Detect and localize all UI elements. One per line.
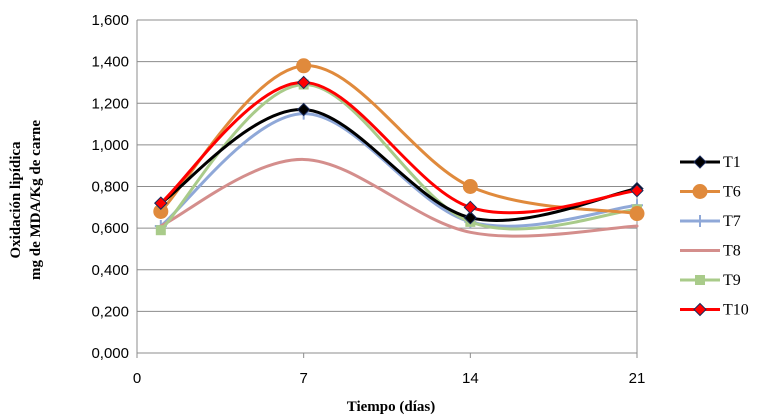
x-tick-labels: 0 7 14 21 <box>133 370 646 387</box>
legend-item-T1: T1 <box>680 154 741 171</box>
legend-label-T10: T10 <box>723 302 749 319</box>
legend-label-T1: T1 <box>723 154 741 171</box>
data-point-T6 <box>462 179 478 194</box>
y-tick-label: 1,200 <box>91 95 129 112</box>
series-lines <box>153 58 645 238</box>
series-T8 <box>159 157 639 238</box>
data-point-T6 <box>296 58 312 74</box>
y-tick-label: 1,600 <box>91 12 129 29</box>
legend: T1 T6 T7 T8 T9 T10 <box>680 154 749 319</box>
data-point-T9 <box>155 225 166 236</box>
y-tick-label: 0,800 <box>91 179 129 196</box>
data-point-T1 <box>296 102 311 117</box>
series-line-T10 <box>159 80 639 215</box>
legend-marker-T1 <box>693 155 707 169</box>
gridlines <box>136 19 638 358</box>
series-T6 <box>153 58 645 222</box>
series-line-T1 <box>159 107 639 223</box>
legend-label-T8: T8 <box>723 243 741 260</box>
x-tick-label: 21 <box>629 370 646 387</box>
data-point-T6 <box>629 206 645 222</box>
legend-item-T9: T9 <box>680 272 741 289</box>
legend-label-T9: T9 <box>723 272 741 289</box>
x-tick-label: 14 <box>462 370 479 387</box>
x-axis-title: Tiempo (días) <box>347 399 435 415</box>
legend-marker-T6 <box>692 184 708 199</box>
legend-marker-T7 <box>694 215 706 227</box>
y-axis-title-line2: mg de MDA/Kg de carne <box>28 120 44 280</box>
x-tick-label: 0 <box>133 370 141 387</box>
x-tick-label: 7 <box>299 370 307 387</box>
legend-item-T7: T7 <box>680 213 741 230</box>
legend-label-T7: T7 <box>723 213 741 230</box>
legend-label-T6: T6 <box>723 184 741 201</box>
data-point-T10 <box>463 200 478 215</box>
y-tick-label: 0,000 <box>91 345 129 362</box>
legend-marker-T10 <box>693 302 707 317</box>
series-line-T8 <box>159 157 639 238</box>
legend-item-T10: T10 <box>680 302 749 319</box>
y-tick-label: 0,600 <box>91 220 129 237</box>
series-T10 <box>154 75 644 215</box>
data-point-T10 <box>296 75 311 90</box>
legend-item-T6: T6 <box>680 184 741 201</box>
data-point-T10 <box>630 183 644 198</box>
y-axis-title: Oxidación lipídica mg de MDA/Kg de carne <box>8 120 44 280</box>
y-tick-labels: 0,000 0,200 0,400 0,600 0,800 1,000 1,200 1,400… <box>91 12 129 362</box>
y-tick-label: 1,000 <box>91 137 129 154</box>
series-line-T7 <box>159 112 639 228</box>
data-point-T10 <box>154 196 168 210</box>
legend-marker-T9 <box>695 275 705 285</box>
y-tick-label: 0,400 <box>91 262 129 279</box>
y-tick-label: 0,200 <box>91 303 129 320</box>
y-tick-label: 1,400 <box>91 54 129 71</box>
legend-item-T8: T8 <box>680 243 741 260</box>
data-point-T1 <box>463 211 478 225</box>
y-axis-title-line1: Oxidación lipídica <box>8 141 24 259</box>
